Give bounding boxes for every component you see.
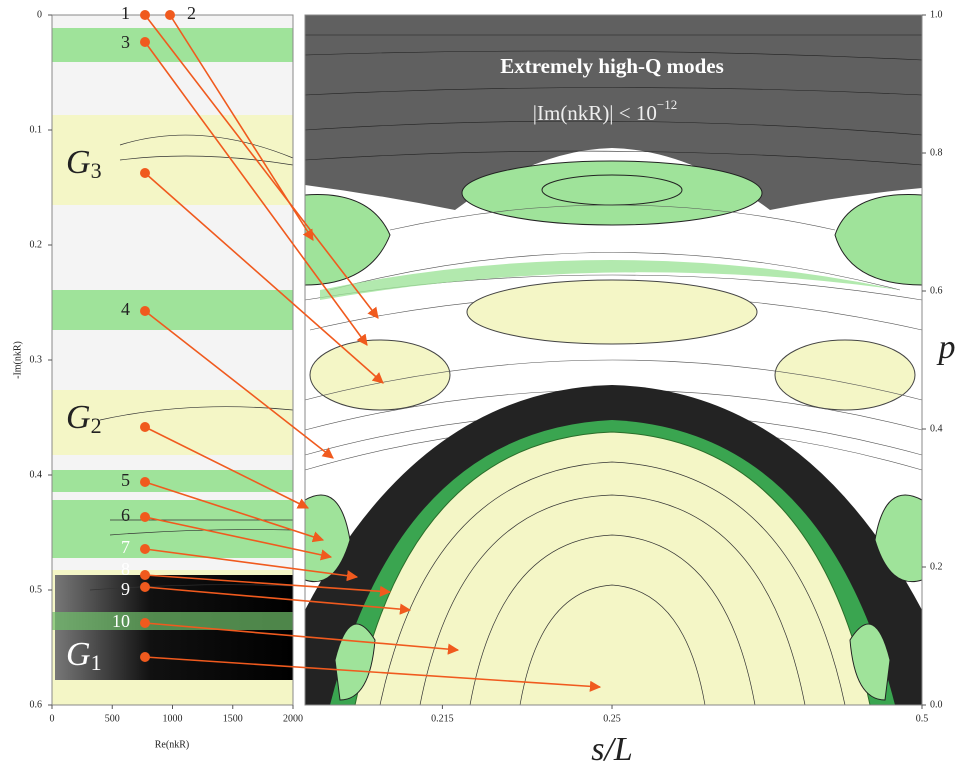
marker-label: 1 [121, 3, 130, 23]
marker-dot [140, 306, 150, 316]
marker-label: 4 [121, 299, 130, 319]
y-tick-label: 0.8 [930, 147, 943, 158]
marker-dot [140, 652, 150, 662]
x-tick-label: 500 [105, 713, 120, 724]
y-tick-label: 0.5 [30, 584, 43, 595]
y-tick-label: 0.2 [30, 239, 43, 250]
group-letter: G [66, 636, 91, 673]
y-axis-label: p [937, 329, 956, 366]
marker-dot [140, 570, 150, 580]
x-tick-label: 0 [50, 713, 55, 724]
marker-label: 5 [121, 470, 130, 490]
y-tick-label: 0.0 [930, 699, 943, 710]
group-letter: G [66, 144, 91, 181]
marker-dot [140, 37, 150, 47]
marker-label: 7 [121, 537, 130, 557]
marker-label: 2 [187, 3, 196, 23]
marker-label: 3 [121, 32, 130, 52]
marker-label: 9 [121, 579, 130, 599]
y-tick-label: 0.1 [30, 124, 43, 135]
spectrum-background [52, 15, 293, 705]
x-tick-label: 2000 [283, 713, 303, 724]
x-axis-label: s/L [591, 731, 633, 768]
y-tick-label: 1.0 [930, 9, 943, 20]
x-axis-label: Re(nkR) [155, 739, 189, 750]
y-tick-label: 0.4 [30, 469, 43, 480]
condition: |Im(nkR)| < 10−12 [533, 97, 677, 125]
x-tick-label: 0.215 [431, 713, 454, 724]
group-index: 1 [91, 650, 102, 675]
marker-label: 10 [112, 611, 130, 631]
y-tick-label: 0 [37, 9, 42, 20]
marker-dot [140, 477, 150, 487]
group-index: 3 [91, 158, 102, 183]
condition-text: |Im(nkR)| < 10 [533, 101, 657, 125]
marker-dot [140, 582, 150, 592]
phase-title: Extremely high-Q modes [500, 54, 724, 78]
x-tick-label: 1000 [163, 713, 183, 724]
x-tick-label: 0.25 [603, 713, 621, 724]
group-letter: G [66, 399, 91, 436]
y-axis-label: -Im(nkR) [12, 341, 23, 379]
y-tick-label: 0.6 [30, 699, 43, 710]
marker-dot [140, 618, 150, 628]
figure: Extremely high-Q modes |Im(nkR)| < 10−12… [0, 0, 963, 779]
condition-exponent: −12 [657, 97, 677, 112]
x-tick-label: 1500 [223, 713, 243, 724]
x-tick-label: 0.5 [916, 713, 929, 724]
marker-dot [140, 10, 150, 20]
marker-dot [140, 544, 150, 554]
group-index: 2 [91, 413, 102, 438]
marker-dot [140, 422, 150, 432]
marker-dot [165, 10, 175, 20]
marker-label: 8 [121, 559, 130, 579]
y-tick-label: 0.2 [930, 561, 943, 572]
marker-label: 6 [121, 505, 130, 525]
y-tick-label: 0.6 [930, 285, 943, 296]
marker-dot [140, 512, 150, 522]
y-tick-label: 0.3 [30, 354, 43, 365]
marker-dot [140, 168, 150, 178]
y-tick-label: 0.4 [930, 423, 943, 434]
